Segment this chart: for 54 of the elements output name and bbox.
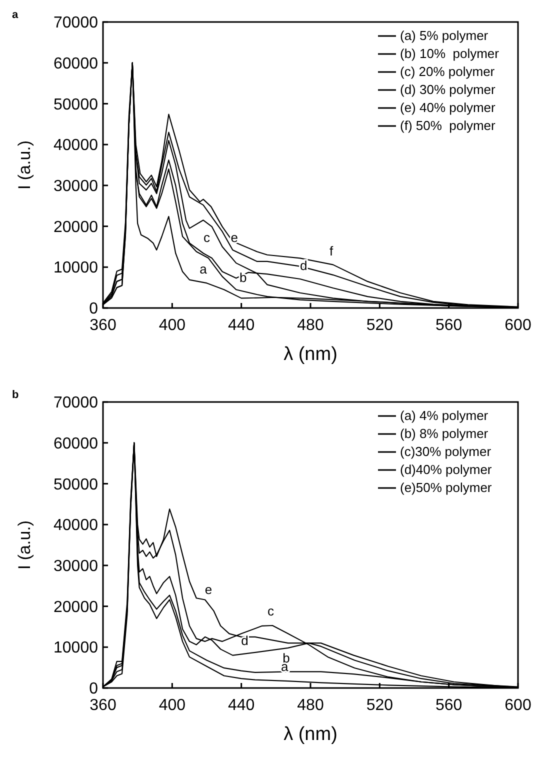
x-tick-label: 360 [90,697,116,714]
x-tick-label: 600 [504,317,532,334]
x-axis-title: λ (nm) [284,344,338,365]
y-tick-label: 10000 [54,260,98,277]
x-tick-label: 600 [504,697,532,714]
x-tick-label: 400 [158,317,186,334]
x-tick-label: 400 [158,697,186,714]
y-tick-label: 60000 [54,435,98,452]
x-tick-label: 480 [297,317,324,334]
legend-label: (b) 10% polymer [400,46,500,61]
y-tick-label: 30000 [54,558,98,576]
y-tick-label: 0 [89,680,98,698]
y-tick-label: 20000 [54,598,98,616]
legend-label: (b) 8% polymer [400,426,489,441]
annotation: c [267,604,274,619]
x-tick-label: 360 [90,317,116,334]
legend-label: (c)30% polymer [400,444,492,459]
annotation: b [239,270,247,286]
x-axis-title: λ (nm) [284,724,338,745]
legend-label: (d)40% polymer [400,462,492,477]
legend-label: (d) 30% polymer [400,82,496,97]
x-tick-label: 520 [366,317,394,334]
x-tick-label: 440 [228,697,255,714]
annotation: d [241,632,248,648]
x-tick-label: 440 [228,317,255,334]
y-tick-label: 70000 [54,14,98,32]
legend-label: (a) 5% polymer [400,28,489,43]
y-tick-label: 60000 [54,55,98,72]
y-axis-title: I (a.u.) [15,140,34,190]
annotation: f [329,243,334,258]
y-tick-label: 50000 [54,476,98,494]
x-tick-label: 560 [435,697,462,714]
x-tick-label: 520 [366,697,394,714]
legend-label: (a) 4% polymer [400,408,489,423]
chart-title: b [12,389,19,401]
legend-label: (e)50% polymer [400,480,492,495]
x-tick-label: 560 [435,317,462,334]
y-tick-label: 30000 [54,178,98,196]
x-tick-label: 480 [297,697,324,714]
legend-label: (f) 50% polymer [400,118,496,133]
y-tick-label: 20000 [54,218,98,236]
y-axis-title: I (a.u.) [15,520,34,570]
y-tick-label: 70000 [54,394,98,412]
y-tick-label: 40000 [54,137,98,154]
y-tick-label: 10000 [54,640,98,657]
y-tick-label: 40000 [54,517,98,534]
annotation: c [204,230,210,245]
chart-title: a [12,9,19,21]
y-tick-label: 0 [89,300,98,318]
legend-label: (e) 40% polymer [400,100,496,115]
annotation: a [200,261,208,276]
annotation: e [204,582,212,598]
legend-label: (c) 20% polymer [400,64,496,79]
y-tick-label: 50000 [54,96,98,114]
